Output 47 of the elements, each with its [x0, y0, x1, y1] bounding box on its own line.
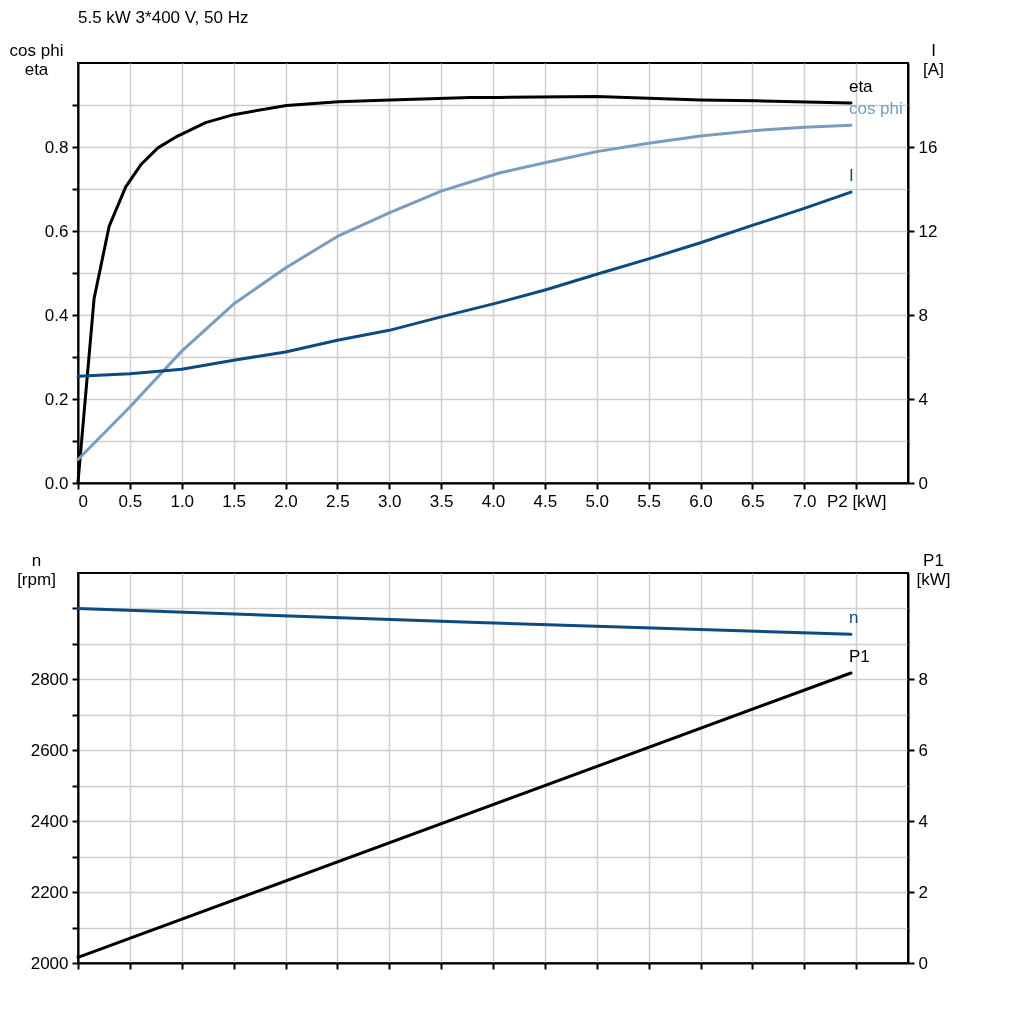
series-label: cos phi: [848, 99, 903, 119]
y2-tick-label: 0: [918, 953, 928, 973]
y2-tick-label: 2: [918, 882, 928, 902]
x-tick-label: 1.0: [170, 491, 195, 511]
y-tick-label: 2800: [30, 669, 69, 689]
y-tick-label: 0.2: [44, 389, 69, 409]
x-tick-label: 4.0: [481, 491, 506, 511]
x-tick-label: 6.0: [689, 491, 713, 511]
series-label: eta: [848, 76, 874, 96]
y-tick-label: 0.4: [44, 305, 69, 325]
x-tick-label: 2.0: [274, 491, 298, 511]
y-tick-label: 2600: [30, 740, 69, 760]
y-tick-label: 2000: [30, 953, 69, 973]
y-axis-title: n [rpm]: [17, 550, 56, 589]
line-series: [76, 190, 853, 378]
y2-tick-label: 4: [918, 811, 928, 831]
chart-title: 5.5 kW 3*400 V, 50 Hz: [78, 8, 249, 27]
y-tick-label: 2400: [30, 811, 69, 831]
series-label: I: [848, 166, 854, 186]
x-tick-label: 7.0: [792, 491, 817, 511]
y2-tick-label: 8: [918, 669, 928, 689]
y2-axis-title: P1 [kW]: [916, 550, 951, 589]
x-tick-label: 1.5: [222, 491, 246, 511]
y2-tick-label: 16: [918, 137, 938, 157]
series-label: n: [848, 608, 859, 628]
y2-tick-label: 8: [918, 305, 928, 325]
y2-axis-title: I [A]: [923, 40, 944, 79]
x-tick-label: 4.5: [533, 491, 558, 511]
x-tick-label: P2 [kW]: [826, 491, 887, 511]
y-tick-label: 2200: [30, 882, 69, 902]
y2-tick-label: 6: [918, 740, 928, 760]
x-tick-label: 3.0: [377, 491, 402, 511]
y-tick-label: 0.0: [44, 473, 69, 493]
y2-tick-label: 4: [918, 389, 928, 409]
y2-tick-label: 0: [918, 473, 928, 493]
x-tick-label: 0.5: [118, 491, 143, 511]
y2-tick-label: 12: [918, 221, 938, 241]
y-tick-label: 0.6: [44, 221, 69, 241]
x-tick-label: 0: [78, 491, 88, 511]
series-label: P1: [848, 646, 870, 666]
y-tick-label: 0.8: [44, 137, 69, 157]
x-tick-label: 5.5: [637, 491, 661, 511]
x-tick-label: 2.5: [326, 491, 350, 511]
x-tick-label: 3.5: [429, 491, 454, 511]
x-tick-label: 6.5: [741, 491, 765, 511]
y-axis-title: cos phi eta: [9, 40, 64, 79]
x-tick-label: 5.0: [585, 491, 610, 511]
